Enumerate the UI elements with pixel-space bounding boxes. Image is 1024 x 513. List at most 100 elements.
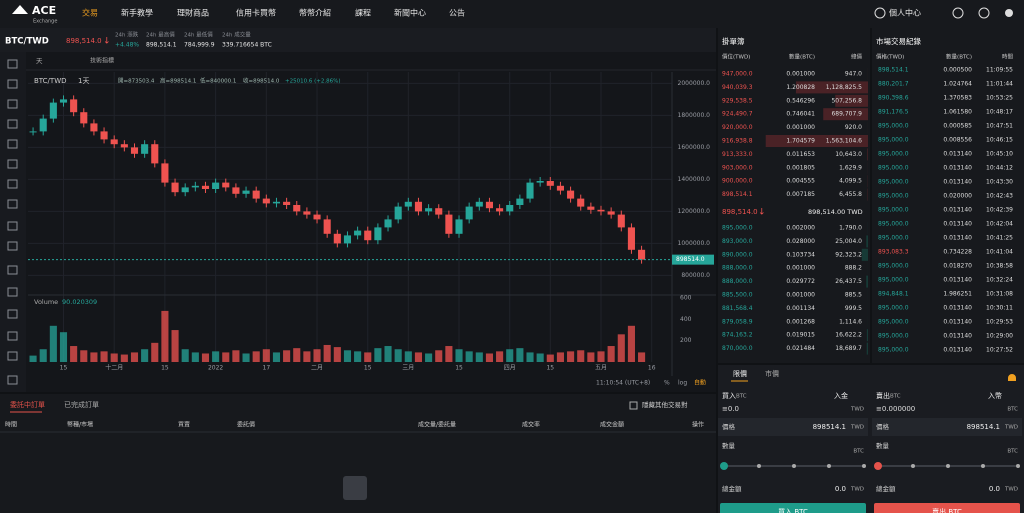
nav-item[interactable]: 課程 (355, 8, 371, 18)
nav-item[interactable]: 公告 (449, 8, 465, 18)
tool-icon[interactable] (7, 221, 18, 231)
tool-icon[interactable] (7, 331, 18, 341)
orders-tab[interactable]: 委託中訂單 (10, 400, 45, 409)
hide-checkbox[interactable] (629, 401, 638, 410)
submit-button[interactable] (874, 503, 1020, 513)
ob-qty: 0.001134 (786, 305, 815, 312)
nav-item[interactable]: 理財商品 (177, 8, 209, 18)
tool-icon[interactable] (7, 79, 18, 89)
hide-others: 隱藏其他交易對 (642, 400, 688, 409)
submit-label[interactable]: 買入 BTC (778, 508, 808, 513)
x-tick-label: 15 (161, 365, 169, 372)
interval-button[interactable]: 天 (36, 57, 43, 65)
form-tab[interactable]: 限價 (733, 369, 747, 378)
volume-tick-label: 200 (680, 337, 692, 344)
candle (80, 112, 88, 124)
nav-item[interactable]: 交易 (82, 8, 98, 18)
language-icon[interactable] (978, 7, 990, 19)
tool-icon[interactable] (7, 309, 18, 319)
x-tick-label: 15 (364, 365, 372, 372)
orders-column: 操作 (692, 421, 704, 429)
account-icon[interactable] (874, 7, 886, 19)
slider-dot[interactable] (981, 464, 985, 468)
ob-total: 16,622.2 (835, 332, 862, 339)
slider-dot[interactable] (946, 464, 950, 468)
chart-footer[interactable]: log (678, 380, 687, 387)
deposit-unit: BTC (1007, 407, 1018, 413)
orders-tab[interactable]: 已完成訂單 (64, 400, 99, 409)
help-icon[interactable] (952, 7, 964, 19)
bell-icon[interactable] (1006, 374, 1018, 381)
nav-item[interactable]: 信用卡買幣 (236, 8, 276, 18)
price-value: 898514.1 (967, 423, 1000, 431)
tr-col: 價格(TWD) (876, 53, 904, 61)
price-input[interactable] (872, 418, 1022, 436)
tool-icon[interactable] (7, 199, 18, 209)
price-input[interactable] (718, 418, 868, 436)
candle (425, 208, 433, 212)
trade-qty: 0.013140 (943, 305, 972, 312)
price-unit: TWD (850, 425, 864, 431)
tool-icon[interactable] (7, 99, 18, 109)
mid-down-arrow: ↓ (758, 208, 766, 218)
ob-total: 1,114.6 (839, 318, 862, 325)
trade-price: 895,000.0 (878, 263, 909, 270)
trade-price: 890,398.6 (878, 95, 909, 102)
theme-icon[interactable] (1005, 9, 1013, 17)
trade-qty: 0.013140 (943, 235, 972, 242)
ob-total: 1,563,104.6 (826, 138, 862, 145)
volume-bar (445, 346, 453, 362)
slider-dot[interactable] (1016, 464, 1020, 468)
trade-price: 895,000.0 (878, 319, 909, 326)
orders-column: 成交量/委託量 (418, 421, 456, 429)
volume-bar (526, 352, 534, 362)
tool-icon[interactable] (7, 59, 18, 69)
trade-qty: 1.370583 (943, 95, 972, 102)
chart-footer[interactable]: % (664, 380, 670, 387)
volume-bar (161, 310, 169, 362)
volume-bar (272, 352, 281, 362)
tool-icon[interactable] (7, 159, 18, 169)
deposit-link[interactable]: 入金 (834, 391, 848, 400)
trade-price: 895,000.0 (878, 333, 909, 340)
submit-label[interactable]: 賣出 BTC (932, 507, 962, 513)
tool-icon[interactable] (7, 265, 18, 275)
orders-column: 買賣 (178, 421, 190, 429)
nav-item[interactable]: 幣幣介紹 (299, 8, 331, 18)
indicator-button[interactable]: 技術指標 (90, 57, 114, 65)
form-asset: BTC (736, 394, 747, 400)
slider-dot[interactable] (874, 462, 882, 470)
tool-icon[interactable] (7, 119, 18, 129)
ticker-bar (0, 28, 716, 52)
ob-total: 92,323.2 (835, 251, 862, 258)
ohlc-label: 低=840000.1 (200, 77, 236, 85)
candle (374, 227, 382, 241)
ob-price: 929,538.5 (722, 97, 753, 104)
candle (455, 219, 463, 234)
account-link[interactable]: 個人中心 (889, 8, 921, 18)
slider-dot[interactable] (911, 464, 915, 468)
volume-bar (242, 353, 250, 362)
tool-icon[interactable] (7, 139, 18, 149)
slider-dot[interactable] (827, 464, 831, 468)
slider-dot[interactable] (792, 464, 796, 468)
tool-icon[interactable] (7, 287, 18, 297)
chart-footer[interactable]: 自動 (694, 379, 706, 387)
form-tab[interactable]: 市價 (765, 369, 779, 378)
slider-dot[interactable] (757, 464, 761, 468)
nav-item[interactable]: 新聞中心 (394, 8, 426, 18)
nav-item[interactable]: 新手教學 (121, 8, 153, 18)
tool-icon[interactable] (7, 375, 18, 385)
trade-qty: 0.008556 (943, 137, 972, 144)
candle (465, 206, 473, 220)
tool-icon[interactable] (7, 241, 18, 251)
tool-icon[interactable] (7, 351, 18, 361)
trade-time: 10:29:53 (986, 319, 1013, 326)
slider-dot[interactable] (862, 464, 866, 468)
ob-price: 870,000.0 (722, 345, 753, 352)
volume-bar (222, 352, 230, 362)
submit-button[interactable] (720, 503, 866, 513)
deposit-link[interactable]: 入幣 (988, 391, 1002, 400)
tool-icon[interactable] (7, 179, 18, 189)
slider-dot[interactable] (720, 462, 728, 470)
